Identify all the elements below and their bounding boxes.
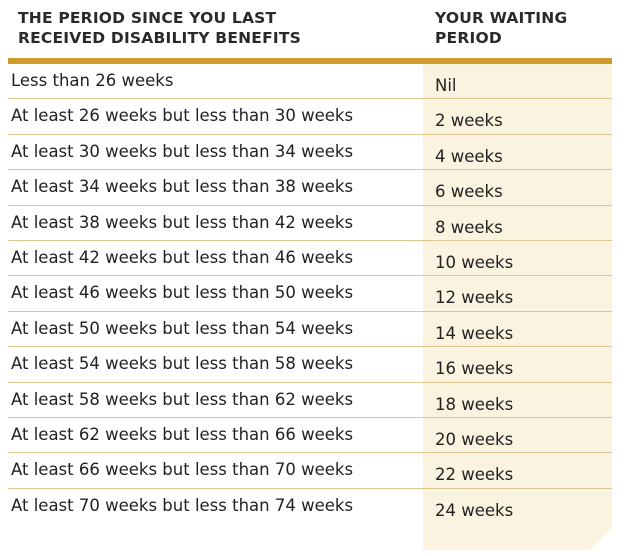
period-cell: At least 42 weeks but less than 46 weeks [11,247,354,267]
table-row: At least 54 weeks but less than 58 weeks… [8,347,612,383]
period-cell: At least 38 weeks but less than 42 weeks [11,212,354,232]
table-row: At least 66 weeks but less than 70 weeks… [8,453,612,489]
table-row: At least 26 weeks but less than 30 weeks… [8,99,612,135]
table-row: At least 38 weeks but less than 42 weeks… [8,206,612,241]
waiting-cell: 8 weeks [435,217,503,237]
table-body: Less than 26 weeks Nil At least 26 weeks… [8,64,612,524]
waiting-cell: 20 weeks [435,429,514,449]
period-cell: At least 46 weeks but less than 50 weeks [11,283,354,303]
waiting-cell: 6 weeks [435,182,503,202]
header-waiting-line2: PERIOD [435,29,502,47]
header-waiting: YOUR WAITING PERIOD [435,8,610,48]
table-row: At least 70 weeks but less than 74 weeks… [8,489,612,524]
table-row: At least 42 weeks but less than 46 weeks… [8,241,612,277]
waiting-cell: 18 weeks [435,394,514,414]
period-cell: At least 70 weeks but less than 74 weeks [11,495,354,515]
table-row: Less than 26 weeks Nil [8,64,612,100]
header-period-line2: RECEIVED DISABILITY BENEFITS [18,29,301,47]
header-period: THE PERIOD SINCE YOU LAST RECEIVED DISAB… [18,8,418,48]
waiting-cell: 24 weeks [435,500,514,520]
waiting-cell: Nil [435,76,457,95]
period-cell: At least 66 weeks but less than 70 weeks [11,460,354,480]
period-cell: At least 62 weeks but less than 66 weeks [11,424,354,444]
period-cell: At least 58 weeks but less than 62 weeks [11,389,354,409]
page-corner-fold [590,528,612,550]
period-cell: Less than 26 weeks [11,71,174,90]
period-cell: At least 34 weeks but less than 38 weeks [11,177,354,197]
table-row: At least 58 weeks but less than 62 weeks… [8,383,612,418]
waiting-cell: 14 weeks [435,323,514,343]
waiting-cell: 16 weeks [435,359,514,379]
table-header: THE PERIOD SINCE YOU LAST RECEIVED DISAB… [0,0,612,56]
table-row: At least 34 weeks but less than 38 weeks… [8,170,612,206]
period-cell: At least 30 weeks but less than 34 weeks [11,141,354,161]
header-divider [8,58,612,64]
waiting-cell: 2 weeks [435,111,503,131]
waiting-cell: 12 weeks [435,288,514,308]
waiting-cell: 4 weeks [435,146,503,166]
period-cell: At least 54 weeks but less than 58 weeks [11,354,354,374]
header-period-line1: THE PERIOD SINCE YOU LAST [18,9,277,27]
period-cell: At least 50 weeks but less than 54 weeks [11,318,354,338]
waiting-cell: 10 weeks [435,252,514,272]
table-row: At least 62 weeks but less than 66 weeks… [8,418,612,454]
table-row: At least 46 weeks but less than 50 weeks… [8,276,612,312]
header-waiting-line1: YOUR WAITING [435,9,568,27]
period-cell: At least 26 weeks but less than 30 weeks [11,106,354,126]
waiting-cell: 22 weeks [435,465,514,485]
table-row: At least 50 weeks but less than 54 weeks… [8,312,612,348]
table-row: At least 30 weeks but less than 34 weeks… [8,135,612,171]
waiting-column-background [423,64,612,550]
